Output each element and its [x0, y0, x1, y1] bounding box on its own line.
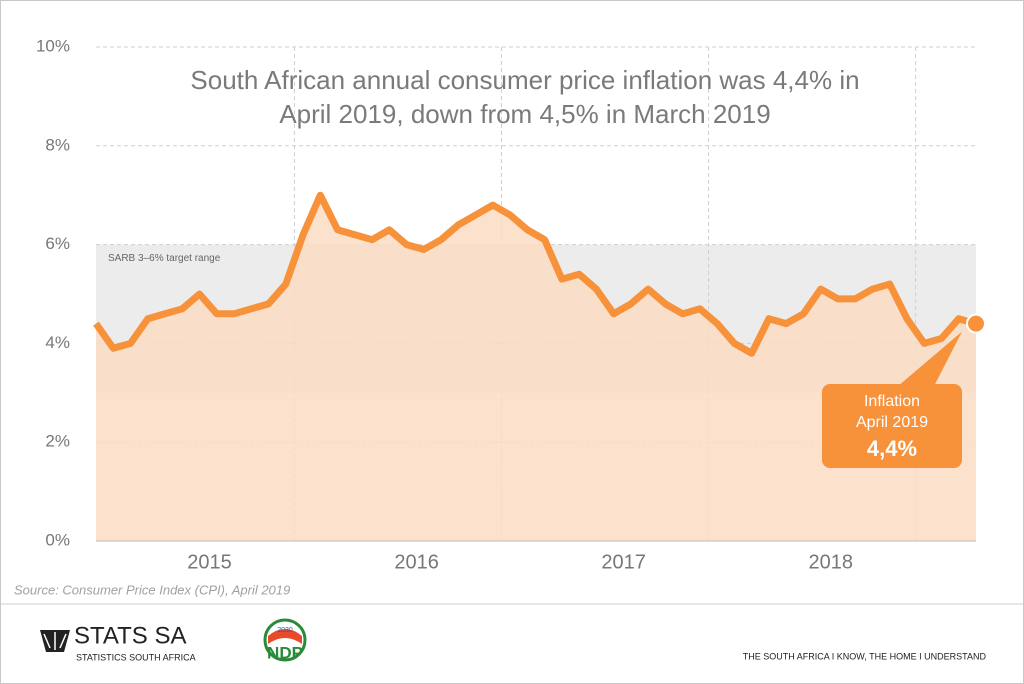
callout-text: Inflation	[864, 393, 920, 410]
logo-text: STATS SA	[74, 622, 186, 649]
chart-title: April 2019, down from 4,5% in March 2019	[279, 99, 770, 129]
area	[96, 195, 976, 541]
footer-bg	[1, 604, 1023, 683]
point	[966, 313, 986, 334]
logo-subtext: STATISTICS SOUTH AFRICA	[76, 652, 196, 662]
line	[93, 191, 977, 357]
y-tick-label: 8%	[45, 135, 70, 154]
slogan: THE SOUTH AFRICA I KNOW, THE HOME I UNDE…	[743, 651, 987, 661]
y-tick-label: 2%	[45, 432, 70, 451]
logo-icon-lines	[43, 632, 67, 650]
plot: SARB 3–6% target range 0% 2% 4% 6% 8% 10% 2015 2…	[36, 36, 986, 573]
callout-pointer	[891, 331, 962, 392]
stats-logo: STATS SA STATISTICS SOUTH AFRICA	[40, 622, 196, 662]
x-tick-label: 2017	[601, 551, 646, 573]
callout-text: April 2019	[856, 414, 928, 431]
target-label: SARB 3–6% target range	[108, 253, 221, 264]
x-tick-label: 2015	[187, 551, 232, 573]
y-tick-label: 10%	[36, 36, 70, 55]
value-label: 4,4%	[867, 436, 917, 461]
source: Source: Consumer Price Index (CPI), Apri…	[14, 582, 290, 597]
ndp-logo: 2030 NDP	[263, 618, 307, 662]
callout-box	[822, 384, 962, 468]
x-tick-label: 2018	[808, 551, 853, 573]
y-tick-label: 0%	[45, 530, 70, 549]
y-tick-label: 4%	[45, 333, 70, 352]
y-tick-label: 6%	[45, 234, 70, 253]
x-tick-label: 2016	[394, 551, 439, 573]
chart-title: South African annual consumer price infl…	[190, 65, 859, 95]
ndp-flag	[268, 629, 302, 644]
ndp-ring	[263, 618, 307, 662]
ndp-year: 2030	[277, 627, 293, 634]
ndp-text: NDP	[267, 643, 303, 662]
